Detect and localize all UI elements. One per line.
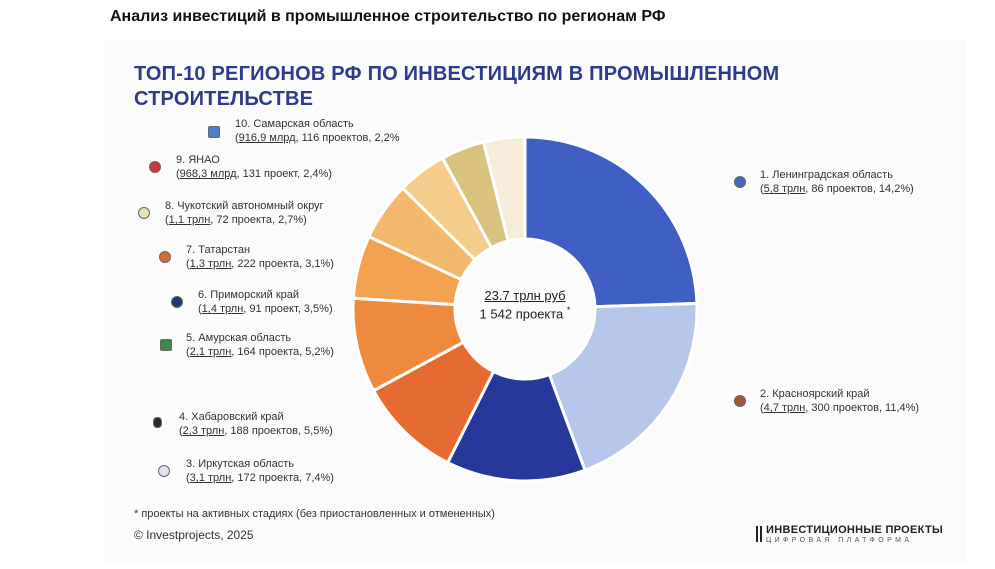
legend-name: 7. Татарстан [186,244,251,256]
donut-slice-1 [523,135,699,309]
legend-rest: , 131 проект, 2,4%) [236,168,332,180]
legend-name: 9. ЯНАО [176,154,220,166]
legend-stats: (3,1 трлн, 172 проекта, 7,4%) [186,472,334,484]
legend-amount: 3,1 трлн [189,472,232,484]
legend-item-8: 8. Чукотский автономный округ (1,1 трлн,… [138,199,324,227]
legend-item-2: 2. Красноярский край (4,7 трлн, 300 прое… [734,387,920,415]
legend-rest: , 300 проектов, 11,4%) [805,402,920,414]
legend-item-3: 3. Иркутская область (3,1 трлн, 172 прое… [158,457,334,485]
legend-name: 5. Амурская область [186,332,292,344]
legend-name: 3. Иркутская область [186,458,295,470]
legend-rest: , 188 проектов, 5,5%) [224,425,333,437]
legend-name: 2. Красноярский край [760,388,870,400]
leningrad-oblast-emblem-icon [734,176,746,188]
legend-rest: , 86 проектов, 14,2%) [805,183,914,195]
legend-amount: 2,1 трлн [189,346,232,358]
primorsky-krai-emblem-icon [171,296,183,308]
legend-rest: , 72 проекта, 2,7%) [210,214,307,226]
page-heading: Анализ инвестиций в промышленное строите… [110,8,666,25]
chart-title: ТОП-10 РЕГИОНОВ РФ ПО ИНВЕСТИЦИЯМ В ПРОМ… [134,63,780,110]
footnote: * проекты на активных стадиях (без приос… [134,508,495,520]
krasnoyarsk-krai-emblem-icon [734,395,746,407]
amur-oblast-emblem-icon [160,339,172,351]
samara-oblast-emblem-icon [208,126,220,138]
legend-rest: , 172 проекта, 7,4%) [231,472,334,484]
legend-name: 8. Чукотский автономный округ [165,200,324,212]
legend-rest: , 164 проекта, 5,2%) [231,346,334,358]
legend-amount: 1,4 трлн [201,303,244,315]
brand-mark-icon [756,526,762,542]
legend-amount: 1,3 трлн [189,258,232,270]
legend-item-7: 7. Татарстан (1,3 трлн, 222 проекта, 3,1… [159,243,334,271]
legend-name: 4. Хабаровский край [179,411,284,423]
legend-rest: , 116 проектов, 2,2% [295,132,400,144]
legend-name: 10. Самарская область [235,118,354,130]
legend-stats: (5,8 трлн, 86 проектов, 14,2%) [760,183,914,195]
legend-stats: (4,7 трлн, 300 проектов, 11,4%) [760,402,920,414]
legend-name: 1. Ленинградская область [760,169,893,181]
legend-item-6: 6. Приморский край (1,4 трлн, 91 проект,… [171,288,333,316]
center-count-value: 1 542 проекта [479,306,564,322]
tatarstan-emblem-icon [159,251,171,263]
chukotka-emblem-icon [138,207,150,219]
legend-rest: , 91 проект, 3,5%) [243,303,333,315]
legend-stats: (1,1 трлн, 72 проекта, 2,7%) [165,214,307,226]
legend-item-9: 9. ЯНАО (968,3 млрд, 131 проект, 2,4%) [149,153,332,181]
center-total: 23.7 трлн руб [484,288,566,303]
legend-item-4: 4. Хабаровский край (2,3 трлн, 188 проек… [153,410,333,438]
legend-rest: , 222 проекта, 3,1%) [231,258,334,270]
legend-amount: 916,9 млрд [238,132,296,144]
legend-stats: (916,9 млрд, 116 проектов, 2,2% [235,132,400,144]
legend-amount: 4,7 трлн [763,402,806,414]
legend-item-1: 1. Ленинградская область (5,8 трлн, 86 п… [734,168,914,196]
legend-name: 6. Приморский край [198,289,300,301]
legend-stats: (2,3 трлн, 188 проектов, 5,5%) [179,425,333,437]
legend-amount: 5,8 трлн [763,183,806,195]
legend-amount: 968,3 млрд [179,168,237,180]
donut-slice-2 [547,301,699,473]
copyright: © Investprojects, 2025 [134,528,254,542]
legend-amount: 1,1 трлн [168,214,211,226]
center-footnote-mark: * [566,305,571,315]
legend-item-5: 5. Амурская область (2,1 трлн, 164 проек… [160,331,334,359]
khabarovsk-krai-emblem-icon [153,417,162,428]
legend-stats: (1,3 трлн, 222 проекта, 3,1%) [186,258,334,270]
yamalo-nenets-emblem-icon [149,161,161,173]
center-count: 1 542 проекта * [460,305,590,321]
donut-slice-10 [481,135,527,243]
legend-stats: (1,4 трлн, 91 проект, 3,5%) [198,303,333,315]
legend-stats: (2,1 трлн, 164 проекта, 5,2%) [186,346,334,358]
irkutsk-oblast-emblem-icon [158,465,170,477]
donut-chart [351,135,699,483]
brand-name: ИНВЕСТИЦИОННЫЕ ПРОЕКТЫ [766,524,944,536]
legend-stats: (968,3 млрд, 131 проект, 2,4%) [176,168,332,180]
legend-amount: 2,3 трлн [182,425,225,437]
legend-item-10: 10. Самарская область (916,9 млрд, 116 п… [208,117,400,145]
brand-subtitle: ЦИФРОВАЯ ПЛАТФОРМА [766,537,913,544]
